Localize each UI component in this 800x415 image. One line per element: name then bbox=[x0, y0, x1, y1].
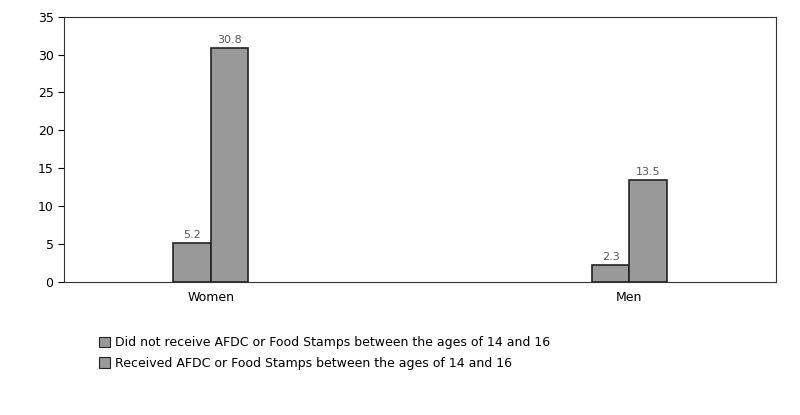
Text: 13.5: 13.5 bbox=[636, 167, 661, 177]
Bar bbox=[210, 49, 248, 282]
Bar bbox=[630, 180, 667, 282]
Text: 30.8: 30.8 bbox=[217, 35, 242, 45]
Bar bbox=[173, 243, 210, 282]
Text: 2.3: 2.3 bbox=[602, 252, 619, 262]
Legend: Did not receive AFDC or Food Stamps between the ages of 14 and 16, Received AFDC: Did not receive AFDC or Food Stamps betw… bbox=[98, 336, 550, 370]
Text: 5.2: 5.2 bbox=[183, 230, 201, 240]
Bar bbox=[592, 265, 630, 282]
